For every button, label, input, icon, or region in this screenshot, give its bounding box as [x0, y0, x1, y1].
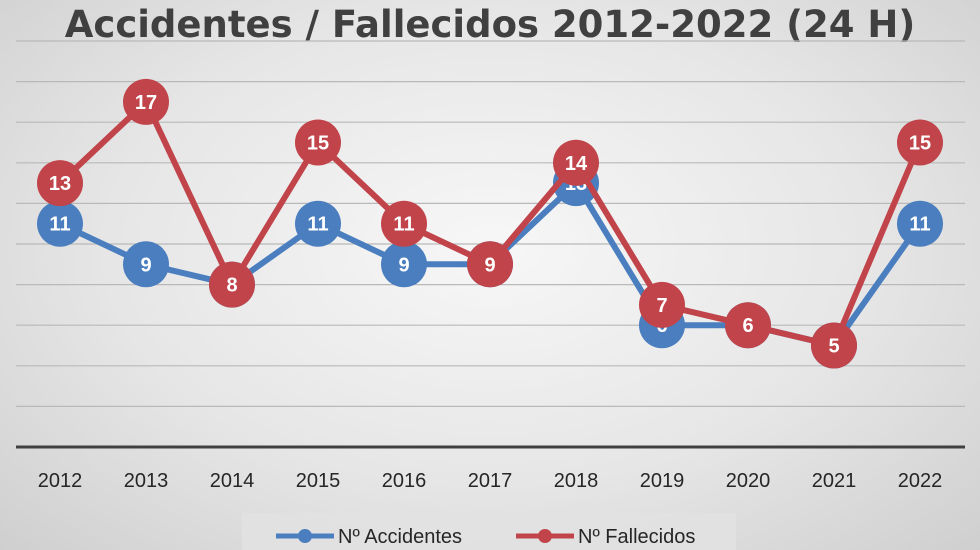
x-tick-label: 2013	[124, 470, 169, 492]
legend-marker	[538, 529, 552, 543]
series-fallecidos: 13 17 8 15 11 9 14 7 6 5 15	[37, 78, 943, 369]
legend-background	[242, 513, 736, 550]
x-tick-label: 2019	[640, 470, 685, 492]
data-label: 15	[307, 133, 329, 155]
data-label: 11	[307, 214, 328, 236]
data-point	[209, 261, 255, 308]
data-point	[381, 241, 427, 288]
data-label: 9	[398, 254, 409, 276]
x-tick-label: 2015	[296, 470, 341, 492]
data-point	[811, 322, 857, 369]
data-label: 7	[656, 295, 667, 317]
data-point	[553, 139, 599, 186]
x-tick-label: 2016	[382, 470, 427, 492]
legend-label: Nº Fallecidos	[578, 526, 695, 548]
x-axis-tick-labels: 2012 2013 2014 2015 2016 2017 2018 2019 2020 2021…	[38, 470, 943, 492]
data-label: 8	[226, 275, 237, 297]
data-label: 11	[909, 214, 930, 236]
series-layer: 11981199136651113178151191476515	[37, 78, 943, 369]
data-label: 5	[828, 336, 839, 358]
data-label: 17	[135, 92, 157, 114]
x-tick-label: 2020	[726, 470, 771, 492]
data-point	[123, 241, 169, 288]
data-point	[897, 200, 943, 247]
data-point	[295, 200, 341, 247]
x-tick-label: 2017	[468, 470, 513, 492]
data-point	[467, 241, 513, 288]
data-label: 14	[565, 153, 588, 175]
x-tick-label: 2012	[38, 470, 83, 492]
data-label: 9	[484, 254, 495, 276]
data-label: 11	[49, 214, 70, 236]
x-tick-label: 2022	[898, 470, 943, 492]
legend-marker	[298, 529, 312, 543]
data-label: 6	[742, 315, 753, 337]
data-label: 13	[49, 173, 71, 195]
data-point	[897, 119, 943, 166]
data-label: 9	[140, 254, 151, 276]
x-tick-label: 2014	[210, 470, 255, 492]
chart-title: Accidentes / Fallecidos 2012-2022 (24 H)	[65, 3, 916, 46]
data-label: 11	[393, 214, 414, 236]
data-point	[37, 200, 83, 247]
data-point	[381, 200, 427, 247]
data-point	[295, 119, 341, 166]
x-tick-label: 2018	[554, 470, 599, 492]
x-tick-label: 2021	[812, 470, 857, 492]
data-point	[639, 281, 685, 328]
data-point	[725, 302, 771, 349]
data-point	[123, 78, 169, 125]
series-line	[57, 98, 923, 349]
data-label: 15	[909, 133, 931, 155]
data-point	[37, 160, 83, 207]
legend-label: Nº Accidentes	[338, 526, 462, 548]
legend: Nº Accidentes Nº Fallecidos	[242, 513, 736, 550]
